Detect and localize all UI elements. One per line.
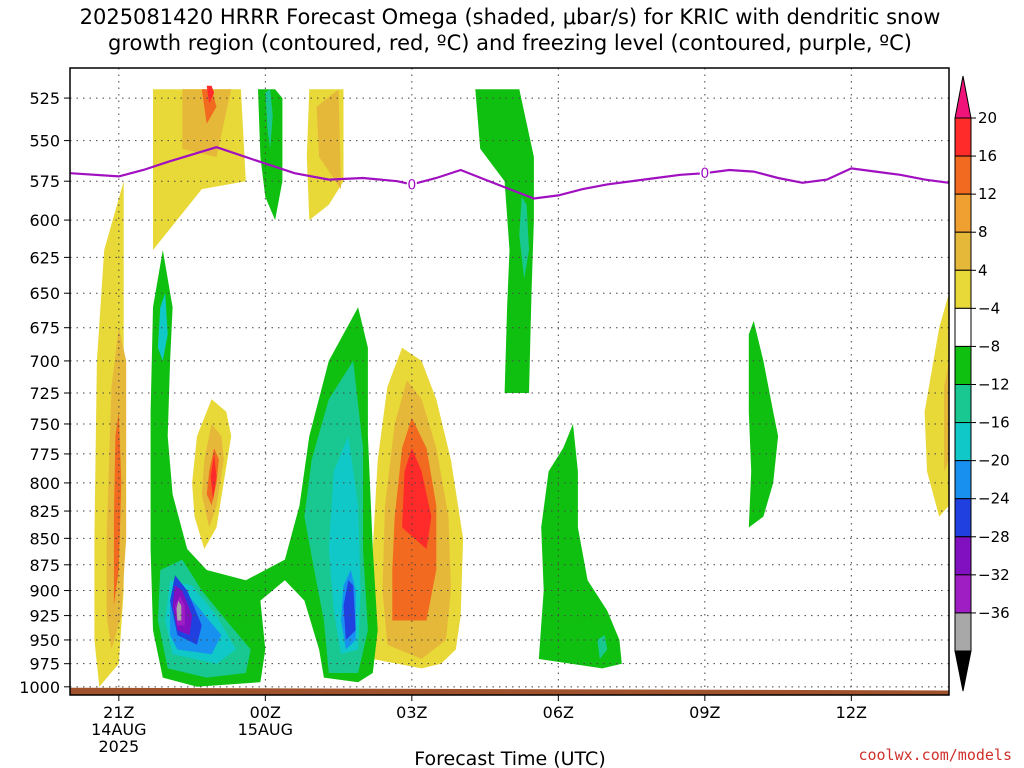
freezing-label-bg-1 [699, 166, 710, 180]
y-tick-label-525: 525 [29, 89, 60, 108]
y-axis: 525 550 575 600 625 650 675 700 725 750 775 800 825 8… [19, 89, 70, 697]
y-tick-label-700: 700 [29, 352, 60, 371]
x-tick-label-03Z: 03Z [396, 703, 427, 722]
omega-region-neg-m4-32 [258, 89, 283, 221]
y-tick-label-575: 575 [29, 172, 60, 191]
y-tick-label-925: 925 [29, 607, 60, 626]
omega-region-pos-16-6 [206, 85, 215, 104]
x-axis-label: Forecast Time (UTC) [414, 748, 605, 768]
colorbar-label-11: −28 [978, 528, 1010, 546]
colorbar-swatch-2 [954, 193, 972, 233]
colorbar-top-arrow [954, 75, 972, 119]
omega-region-neg-m8-35 [519, 196, 529, 279]
colorbar-swatch-11 [954, 536, 972, 576]
x-tick-year-21Z: 2025 [98, 737, 139, 756]
colorbar-swatch-10 [954, 498, 972, 538]
colorbar-label-2: 12 [978, 185, 997, 203]
freezing-level-label-0: 0 [407, 177, 416, 193]
x-tick-date-00Z: 15AUG [238, 720, 293, 739]
omega-region-pos-12-2 [113, 411, 122, 606]
terrain-layer [70, 687, 949, 695]
y-tick-label-950: 950 [29, 631, 60, 650]
colorbar-label-8: −16 [978, 414, 1010, 432]
y-tick-label-550: 550 [29, 132, 60, 151]
freezing-level-contour: 00 [70, 146, 949, 200]
colorbar-swatch-6 [954, 345, 972, 385]
colorbar-label-0: 20 [978, 109, 997, 127]
colorbar-label-13: −36 [978, 604, 1010, 622]
terrain-band [70, 687, 949, 695]
colorbar-label-4: 4 [978, 261, 988, 279]
colorbar-swatch-13 [954, 612, 972, 652]
y-tick-label-650: 650 [29, 284, 60, 303]
omega-region-neg-m4-38 [748, 320, 779, 528]
y-tick-label-775: 775 [29, 445, 60, 464]
x-tick-label-21Z: 21Z [103, 703, 134, 722]
y-tick-label-875: 875 [29, 556, 60, 575]
colorbar-swatch-8 [954, 422, 972, 462]
y-tick-label-975: 975 [29, 655, 60, 674]
colorbar-swatch-1 [954, 155, 972, 195]
colorbar-label-10: −24 [978, 490, 1010, 508]
omega-region-pos-16-16 [402, 448, 432, 549]
colorbar-label-9: −20 [978, 452, 1010, 470]
colorbar-swatch-9 [954, 460, 972, 500]
omega-region-neg-m4-34 [475, 89, 534, 394]
omega-region-pos-4-3 [153, 89, 246, 250]
colorbar-label-7: −12 [978, 376, 1010, 394]
omega-region-pos-8-12 [316, 89, 341, 190]
colorbar-swatch-7 [954, 384, 972, 424]
y-tick-label-750: 750 [29, 415, 60, 434]
omega-region-neg-m8-33 [265, 89, 273, 149]
y-tick-label-675: 675 [29, 319, 60, 338]
plot-area: 00 [69, 67, 950, 696]
y-tick-label-850: 850 [29, 529, 60, 548]
y-tick-label-1000: 1000 [19, 678, 60, 697]
omega-region-neg-m8-37 [597, 635, 608, 659]
omega-region-neg-m20-28 [343, 580, 356, 640]
y-tick-label-625: 625 [29, 248, 60, 267]
y-tick-label-725: 725 [29, 384, 60, 403]
y-tick-label-800: 800 [29, 474, 60, 493]
chart-title-line-2: growth region (contoured, red, ºC) and f… [108, 31, 912, 55]
omega-region-neg-m32-31 [176, 600, 182, 621]
freezing-label-bg-0 [406, 177, 417, 191]
colorbar-bottom-arrow [954, 650, 972, 692]
omega-region-pos-16-10 [210, 453, 217, 500]
omega-region-neg-m4-36 [538, 424, 622, 669]
colorbar-swatch-0 [954, 117, 972, 157]
colorbar: 20 16 12 8 4 −4 −8 −12 −16 −20 −24 −28 −32 −36 [954, 75, 1010, 692]
colorbar-swatch-3 [954, 231, 972, 271]
y-tick-label-900: 900 [29, 582, 60, 601]
colorbar-label-3: 8 [978, 223, 988, 241]
plot-frame [69, 67, 950, 696]
colorbar-swatch-5 [954, 307, 972, 347]
omega-shading [94, 85, 949, 687]
x-tick-label-12Z: 12Z [836, 703, 867, 722]
chart-title-line-1: 2025081420 HRRR Forecast Omega (shaded, … [80, 5, 941, 29]
colorbar-swatch-4 [954, 269, 972, 309]
x-tick-label-06Z: 06Z [543, 703, 574, 722]
credit-text: coolwx.com/models [858, 746, 1012, 764]
y-tick-label-600: 600 [29, 211, 60, 230]
colorbar-swatch-12 [954, 574, 972, 614]
colorbar-label-5: −4 [978, 299, 1000, 317]
y-tick-label-825: 825 [29, 502, 60, 521]
x-tick-date-21Z: 14AUG [91, 720, 146, 739]
freezing-level-line [70, 146, 949, 200]
colorbar-label-6: −8 [978, 337, 1000, 355]
x-tick-label-09Z: 09Z [689, 703, 720, 722]
colorbar-label-1: 16 [978, 147, 997, 165]
omega-region-pos-12-5 [201, 89, 217, 124]
colorbar-label-12: −32 [978, 566, 1010, 584]
freezing-level-label-1: 0 [700, 166, 709, 182]
omega-region-pos-8-18 [944, 360, 949, 472]
omega-region-neg-m12-24 [157, 293, 168, 361]
x-tick-label-00Z: 00Z [250, 703, 281, 722]
omega-region-pos-4-17 [924, 293, 949, 517]
